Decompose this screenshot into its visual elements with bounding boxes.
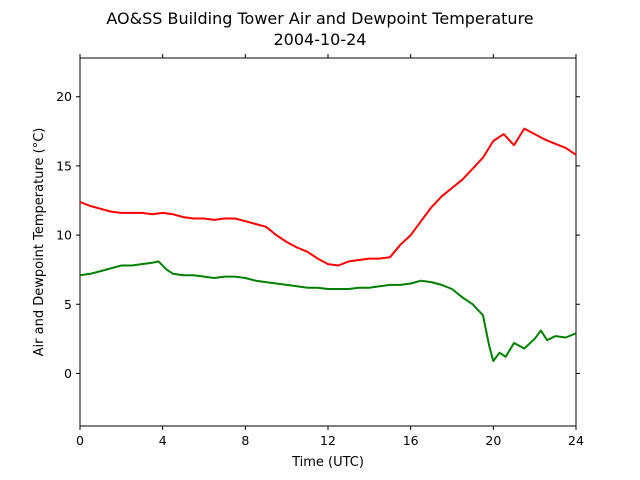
plot-area: 0 4 8 12 16 20 24 0 5 10 15 20 [56, 54, 584, 448]
y-tick-label-20: 20 [56, 89, 72, 104]
x-tick-label-20: 20 [485, 433, 501, 448]
y-tick-label-10: 10 [56, 228, 72, 243]
x-axis-label: Time (UTC) [291, 455, 364, 470]
x-tick-label-16: 16 [403, 433, 419, 448]
y-tick-label-5: 5 [64, 297, 72, 312]
x-ticks: 0 4 8 12 16 20 24 [76, 54, 584, 448]
y-tick-label-15: 15 [56, 158, 72, 173]
y-tick-label-0: 0 [64, 366, 72, 381]
y-axis-label: Air and Dewpoint Temperature (°C) [32, 128, 47, 357]
x-tick-label-12: 12 [320, 433, 336, 448]
x-tick-label-8: 8 [241, 433, 249, 448]
series-line-1 [79, 127, 577, 267]
x-tick-label-0: 0 [76, 433, 84, 448]
series-layer [79, 127, 577, 362]
chart-title: AO&SS Building Tower Air and Dewpoint Te… [106, 9, 533, 28]
chart-subtitle: 2004-10-24 [274, 30, 367, 49]
x-tick-label-4: 4 [159, 433, 167, 448]
y-ticks: 0 5 10 15 20 [56, 89, 580, 381]
plot-frame [79, 57, 577, 427]
x-tick-label-24: 24 [568, 433, 584, 448]
series-line-2 [79, 260, 577, 362]
